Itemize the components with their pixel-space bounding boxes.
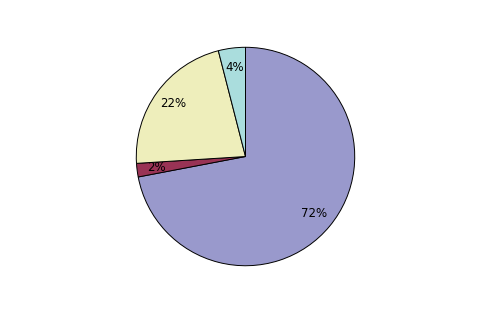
Wedge shape bbox=[136, 157, 246, 177]
Text: 22%: 22% bbox=[160, 97, 186, 110]
Text: 2%: 2% bbox=[147, 161, 166, 174]
Wedge shape bbox=[218, 47, 246, 157]
Wedge shape bbox=[138, 47, 355, 266]
Text: 4%: 4% bbox=[225, 61, 244, 74]
Wedge shape bbox=[136, 51, 246, 164]
Text: 72%: 72% bbox=[301, 207, 327, 220]
